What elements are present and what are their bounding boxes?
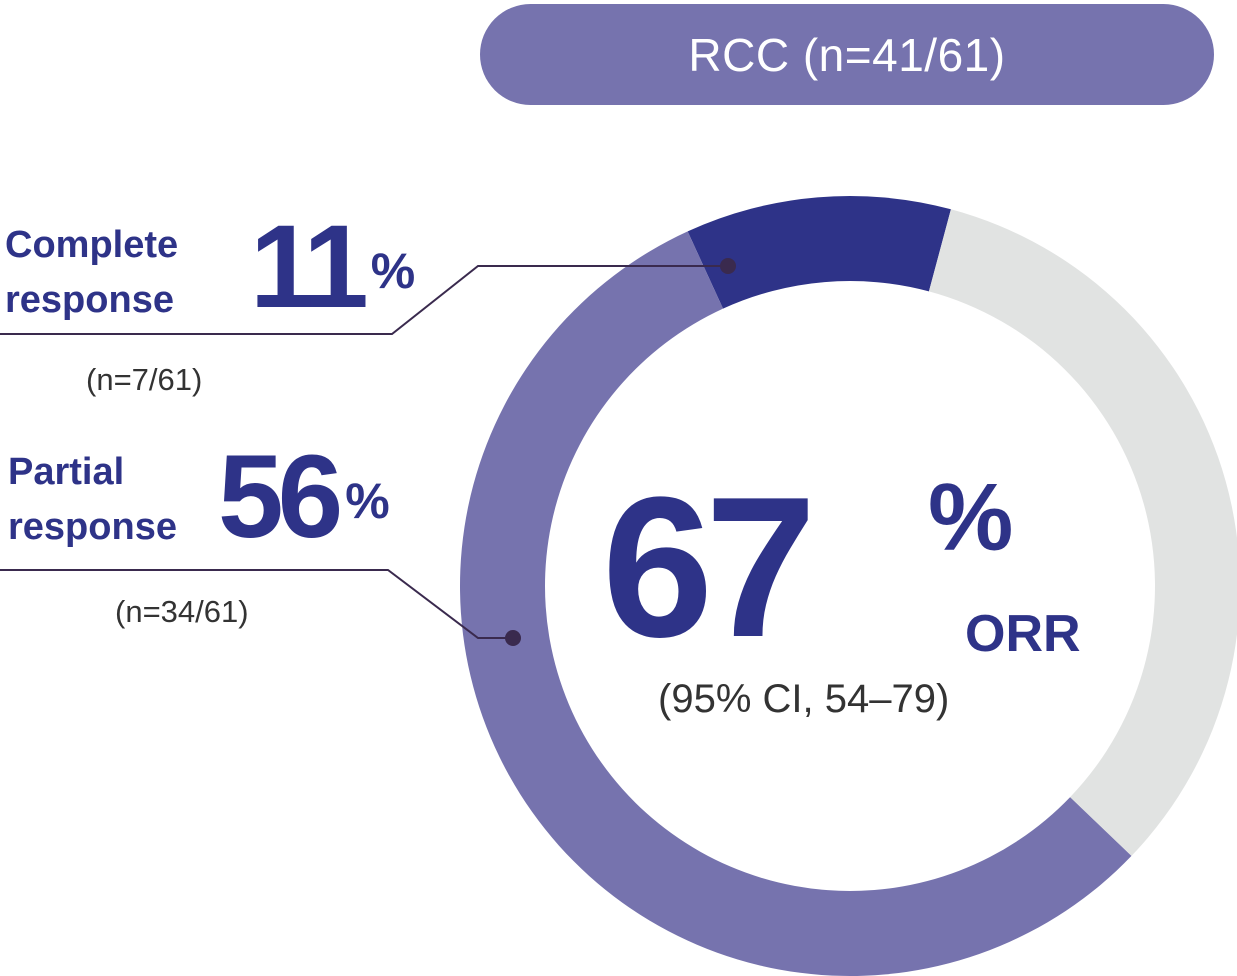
partial-percent-sign: % (345, 473, 390, 529)
complete-response-n: (n=7/61) (86, 362, 203, 397)
orr-percent-sign: % (928, 464, 1014, 571)
partial-percent-value: 56 (218, 431, 343, 563)
leader-lines (0, 258, 736, 646)
partial-response-label: Partial response (8, 445, 177, 555)
partial-label-line2: response (8, 506, 177, 548)
complete-leader-dot (720, 258, 736, 274)
orr-confidence-interval: (95% CI, 54–79) (658, 677, 950, 721)
complete-percent-value: 11 (250, 201, 369, 333)
complete-label-line2: response (5, 279, 174, 321)
partial-leader-line (0, 569, 513, 639)
header-pill: RCC (n=41/61) (480, 4, 1214, 105)
partial-label-line1: Partial (8, 451, 125, 493)
partial-response-percent: 56% (218, 438, 390, 556)
donut-slice-no-response (928, 209, 1237, 856)
complete-label-line1: Complete (5, 224, 179, 266)
complete-response-label: Complete response (5, 218, 178, 328)
partial-response-n: (n=34/61) (115, 594, 249, 629)
complete-response-percent: 11% (250, 208, 415, 326)
partial-leader-dot (505, 630, 521, 646)
header-title: RCC (n=41/61) (688, 28, 1006, 81)
donut-ring (460, 195, 1237, 976)
donut-slice-partial (460, 231, 1132, 976)
complete-percent-sign: % (370, 243, 416, 299)
donut-slice-complete (687, 195, 951, 309)
orr-label: ORR (965, 605, 1081, 663)
complete-leader-line (0, 265, 728, 335)
orr-value: 67 (602, 456, 816, 679)
